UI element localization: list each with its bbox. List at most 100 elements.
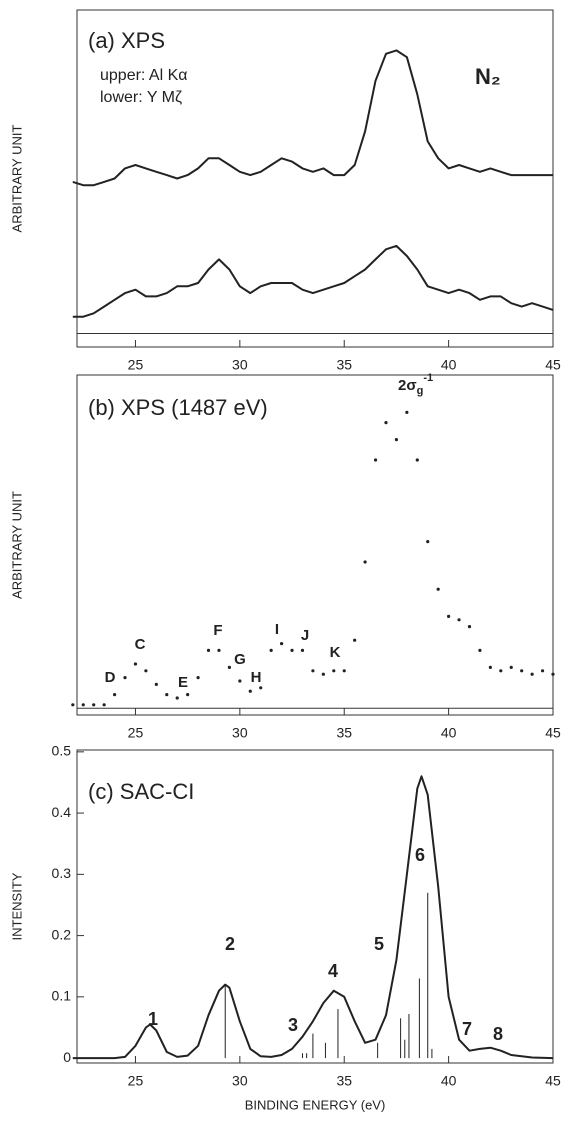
- data-dot: [457, 618, 461, 622]
- series-line: [72, 775, 554, 1060]
- data-dot: [290, 648, 294, 653]
- data-dot: [551, 672, 555, 676]
- peak-label-sup: -1: [423, 372, 433, 384]
- data-dot: [394, 438, 399, 442]
- data-dot: [363, 560, 367, 564]
- y-axis-label: ARBITRARY UNIT: [9, 125, 24, 233]
- panel-title: (b) XPS (1487 eV): [88, 395, 268, 420]
- series-line: [72, 49, 553, 187]
- plot-frame: [76, 9, 554, 348]
- data-dot: [186, 693, 190, 697]
- x-tick-label: 35: [336, 1073, 352, 1089]
- peak-annotation: 7: [462, 1019, 472, 1039]
- x-axis-label: BINDING ENERGY (eV): [245, 1097, 386, 1112]
- panel-note: upper: Al Kα: [100, 67, 188, 84]
- data-dot: [436, 587, 440, 591]
- y-axis-label: INTENSITY: [9, 872, 24, 940]
- data-dot: [447, 614, 451, 619]
- data-dot: [373, 458, 378, 462]
- data-dot: [540, 669, 545, 673]
- peak-annotation: 6: [415, 845, 425, 865]
- plot-frame: [76, 749, 554, 1064]
- data-dot: [102, 703, 106, 707]
- x-tick-label: 40: [441, 725, 457, 741]
- peak-label-sub: g: [417, 385, 424, 397]
- x-tick-label: 40: [441, 1073, 457, 1089]
- data-dot: [332, 669, 336, 673]
- peak-annotation: H: [251, 669, 262, 686]
- y-tick-label: 0.5: [52, 743, 72, 759]
- data-dot: [311, 669, 315, 673]
- data-dot: [133, 662, 138, 666]
- x-tick-label: 45: [545, 1073, 561, 1089]
- peak-annotation: 5: [374, 934, 384, 954]
- data-dot: [248, 689, 252, 693]
- data-dot: [509, 665, 513, 670]
- panel-note: lower: Y Mζ: [100, 89, 182, 106]
- x-tick-label: 35: [336, 357, 352, 373]
- molecule-label: N₂: [475, 64, 501, 89]
- data-dot: [206, 648, 211, 653]
- x-tick-label: 30: [232, 725, 248, 741]
- peak-annotation: G: [234, 651, 246, 668]
- data-dot: [71, 703, 75, 707]
- data-dot: [530, 672, 534, 676]
- data-dot: [467, 625, 472, 629]
- data-dot: [488, 665, 492, 670]
- peak-annotation: 2: [225, 934, 235, 954]
- data-dot: [112, 693, 117, 697]
- peak-annotation: 3: [288, 1015, 298, 1035]
- y-tick-label: 0.2: [52, 926, 72, 942]
- data-dot: [415, 458, 419, 462]
- peak-annotation: I: [275, 621, 279, 638]
- data-dot: [144, 669, 148, 673]
- x-tick-label: 45: [545, 357, 561, 373]
- y-tick-label: 0.3: [52, 865, 72, 881]
- data-dot: [123, 676, 127, 680]
- x-tick-label: 45: [545, 725, 561, 741]
- panel-title: (c) SAC-CI: [88, 779, 194, 804]
- peak-annotation: 4: [328, 961, 338, 981]
- data-dot: [238, 679, 242, 683]
- data-dot: [217, 648, 221, 653]
- y-tick-label: 0.4: [52, 804, 72, 820]
- data-dot: [300, 648, 305, 653]
- data-dot: [227, 665, 232, 670]
- data-dot: [269, 648, 273, 653]
- y-tick-label: 0: [63, 1049, 71, 1065]
- x-tick-label: 30: [232, 1073, 248, 1089]
- data-dot: [321, 672, 325, 676]
- x-tick-label: 25: [128, 725, 144, 741]
- data-dot: [279, 642, 284, 646]
- data-dot: [353, 638, 357, 642]
- data-dot: [81, 703, 85, 707]
- x-tick-label: 25: [128, 1073, 144, 1089]
- x-tick-label: 35: [336, 725, 352, 741]
- x-tick-label: 40: [441, 357, 457, 373]
- data-dot: [384, 421, 388, 425]
- data-dot: [92, 703, 96, 707]
- peak-annotation: C: [135, 636, 146, 653]
- peak-annotation: 1: [148, 1009, 158, 1029]
- data-dot: [165, 693, 169, 697]
- data-dot: [520, 669, 524, 673]
- y-tick-label: 0.1: [52, 988, 72, 1004]
- peak-label-main: 2σ: [398, 377, 417, 394]
- panel-title: (a) XPS: [88, 28, 165, 53]
- plot-frame: [76, 374, 554, 716]
- y-axis-label: ARBITRARY UNIT: [9, 491, 24, 599]
- data-dot: [154, 682, 158, 687]
- data-dot: [405, 410, 409, 414]
- peak-annotation: 8: [493, 1024, 503, 1044]
- peak-annotation: F: [213, 622, 222, 639]
- data-dot: [499, 669, 503, 673]
- x-tick-label: 25: [128, 357, 144, 373]
- data-dot: [196, 676, 200, 680]
- peak-annotation: J: [301, 627, 309, 644]
- series-line: [72, 244, 554, 318]
- x-tick-label: 30: [232, 357, 248, 373]
- data-dot: [478, 648, 482, 653]
- peak-annotation: K: [330, 644, 341, 661]
- peak-annotation: D: [105, 669, 116, 686]
